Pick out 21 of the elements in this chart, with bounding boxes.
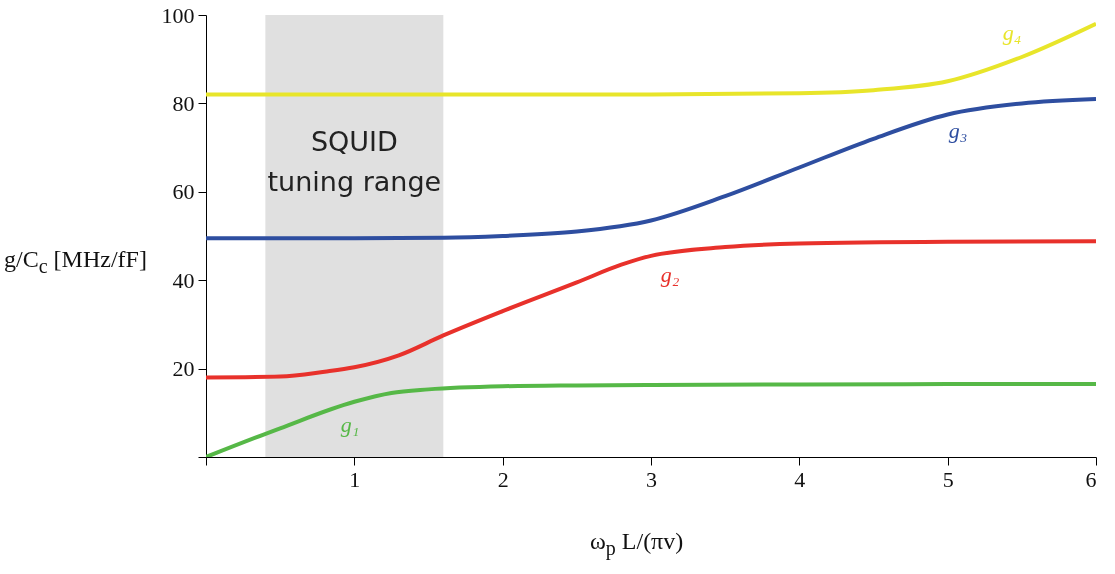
x-tick-label: 6 <box>1085 466 1097 492</box>
y-tick-label: 60 <box>172 179 195 205</box>
series-label: g₄ <box>1002 20 1022 45</box>
x-tick-label: 4 <box>794 466 806 492</box>
x-tick-label: 5 <box>942 466 954 492</box>
y-tick-label: 80 <box>172 90 195 116</box>
band-label: SQUID tuning range <box>267 126 442 197</box>
x-tick-label: 1 <box>349 466 361 492</box>
y-axis-title: g/C$_{c}$ [MHz/fF] <box>4 246 147 278</box>
line-series <box>206 21 1096 97</box>
series-label: g₃ <box>948 118 968 143</box>
line-series <box>206 239 1096 380</box>
y-tick-label: 40 <box>172 267 195 293</box>
x-tick-label: 2 <box>497 466 509 492</box>
series-label: g₂ <box>660 262 680 287</box>
x-tick-label: 3 <box>646 466 657 492</box>
y-tick-label: 20 <box>172 356 195 382</box>
line-series <box>206 96 1096 241</box>
y-tick-label: 100 <box>161 2 195 28</box>
x-axis-title: ω$_{p}$ L/(πv) <box>590 528 684 560</box>
series-label: g₁ <box>340 412 360 437</box>
